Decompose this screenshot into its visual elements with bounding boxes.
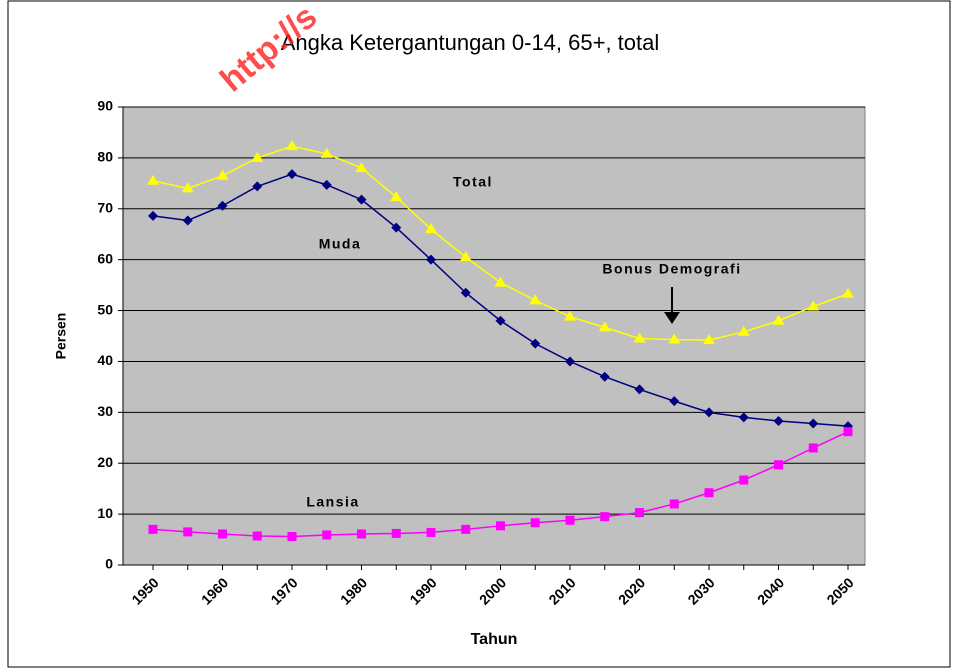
marker	[807, 300, 820, 311]
marker	[704, 488, 714, 498]
marker	[459, 251, 472, 262]
y-tick-label: 80	[97, 149, 113, 165]
marker	[356, 194, 367, 205]
marker	[321, 179, 332, 190]
marker	[564, 310, 576, 321]
marker	[842, 287, 854, 298]
marker	[218, 529, 227, 539]
y-tick-label: 20	[97, 454, 113, 470]
marker	[461, 524, 471, 534]
y-tick-label: 50	[97, 301, 113, 317]
y-tick-label: 30	[97, 403, 113, 419]
marker	[425, 223, 437, 234]
arrow-head	[664, 312, 680, 324]
marker	[148, 524, 158, 534]
marker	[635, 508, 644, 518]
marker	[148, 210, 158, 221]
marker	[669, 499, 679, 509]
marker	[355, 162, 368, 173]
y-tick-label: 60	[97, 250, 113, 266]
y-tick-label: 0	[105, 556, 113, 572]
marker	[217, 200, 228, 211]
y-tick-label: 40	[97, 352, 113, 368]
marker	[494, 276, 507, 287]
marker	[774, 460, 783, 470]
marker	[216, 169, 229, 180]
annotation: Total	[453, 174, 493, 190]
marker	[181, 182, 194, 193]
marker	[598, 321, 611, 332]
x-axis-label: Tahun	[471, 631, 518, 648]
marker	[252, 531, 262, 541]
plot-area	[122, 106, 866, 566]
annotation: Lansia	[306, 494, 359, 510]
marker	[704, 407, 714, 418]
y-axis-label: Persen	[53, 313, 69, 360]
marker	[287, 169, 297, 180]
marker	[460, 287, 471, 298]
marker	[391, 528, 401, 538]
marker	[808, 418, 819, 429]
chart-title: Angka Ketergantungan 0-14, 65+, total	[281, 30, 660, 55]
marker	[737, 325, 750, 336]
marker	[147, 174, 159, 185]
marker	[600, 512, 610, 522]
marker	[599, 371, 610, 382]
marker	[322, 530, 332, 540]
y-tick-label: 10	[97, 505, 113, 521]
annotation: Muda	[319, 236, 362, 252]
marker	[565, 356, 575, 367]
marker	[739, 475, 749, 485]
marker	[320, 147, 333, 158]
marker	[738, 412, 749, 423]
marker	[843, 427, 853, 437]
marker	[772, 314, 785, 325]
marker	[668, 333, 681, 344]
marker	[357, 529, 366, 539]
marker	[391, 222, 402, 233]
marker	[252, 181, 263, 192]
annotation: Bonus Demografi	[602, 261, 741, 277]
marker	[703, 334, 715, 345]
marker	[529, 294, 542, 305]
marker	[530, 338, 541, 349]
marker	[565, 515, 575, 525]
marker	[426, 527, 436, 537]
marker	[426, 254, 436, 265]
marker	[633, 332, 646, 343]
marker	[183, 527, 193, 537]
marker	[808, 443, 818, 453]
marker	[287, 532, 297, 542]
marker	[634, 384, 645, 395]
marker	[496, 521, 505, 531]
marker	[669, 396, 680, 407]
marker	[182, 215, 193, 226]
y-tick-label: 70	[97, 199, 113, 215]
marker	[773, 415, 784, 426]
marker	[286, 140, 298, 151]
marker	[530, 518, 540, 528]
marker	[251, 151, 264, 162]
marker	[495, 315, 506, 326]
marker	[390, 191, 403, 202]
y-tick-label: 90	[97, 98, 113, 114]
